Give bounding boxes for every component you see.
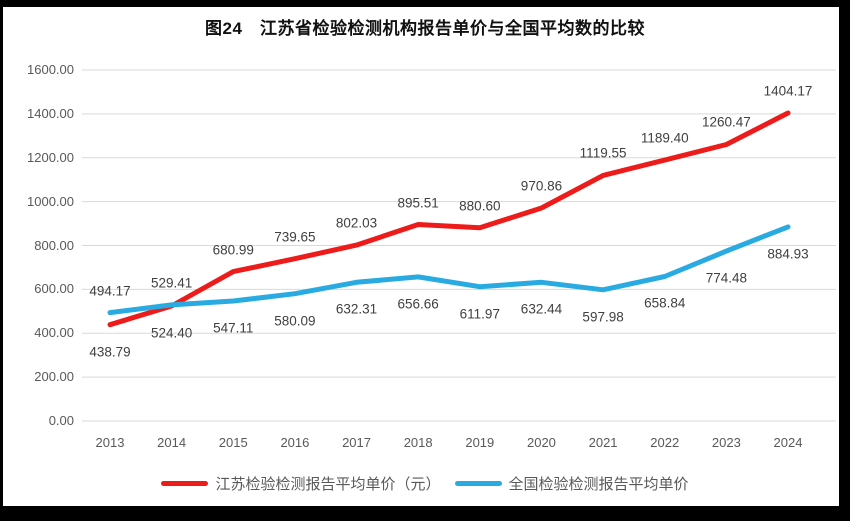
data-label: 802.03 (335, 215, 378, 231)
legend-swatch-jiangsu (161, 480, 209, 486)
y-axis-tick-label: 1400.00 (27, 105, 74, 121)
data-label: 597.98 (582, 309, 624, 325)
data-label: 774.48 (705, 270, 748, 286)
data-label: 656.66 (397, 296, 439, 312)
legend-item-jiangsu: 江苏检验检测报告平均单价（元） (161, 473, 441, 494)
data-label: 1119.55 (579, 145, 627, 161)
data-label: 880.60 (459, 198, 501, 214)
screen-border-left (0, 0, 3, 521)
data-label: 884.93 (767, 246, 809, 262)
x-axis-tick-label: 2022 (650, 435, 680, 450)
legend-item-national: 全国检验检测报告平均单价 (454, 473, 689, 494)
x-axis-tick-label: 2013 (95, 435, 125, 450)
y-axis-tick-label: 400.00 (34, 325, 74, 341)
y-axis-tick-label: 200.00 (34, 369, 74, 385)
series-line-jiangsu (107, 110, 791, 328)
data-label: 547.11 (213, 320, 254, 336)
y-axis-tick-label: 1000.00 (27, 193, 74, 209)
data-label: 1189.40 (640, 130, 689, 146)
y-axis-tick-label: 800.00 (34, 237, 74, 253)
x-axis-tick-label: 2016 (280, 435, 310, 450)
data-label: 438.79 (89, 344, 131, 360)
data-label: 529.41 (150, 275, 193, 291)
data-label: 680.99 (212, 242, 254, 258)
x-axis-tick-label: 2018 (403, 435, 433, 450)
data-label: 1260.47 (701, 114, 751, 130)
y-axis-tick-label: 0.00 (48, 413, 74, 428)
x-axis-tick-label: 2015 (218, 435, 248, 450)
y-axis-tick-label: 1600.00 (27, 62, 74, 77)
y-axis-tick-label: 1200.00 (27, 149, 74, 165)
x-axis-tick-label: 2014 (157, 435, 187, 450)
legend: 江苏检验检测报告平均单价（元） 全国检验检测报告平均单价 (0, 471, 850, 495)
x-axis-tick-label: 2019 (465, 435, 495, 450)
x-axis-tick-label: 2020 (526, 435, 556, 450)
y-axis-tick-label: 600.00 (34, 281, 74, 297)
data-label: 632.44 (520, 301, 563, 317)
screen-border-top (0, 0, 850, 7)
legend-label-jiangsu: 江苏检验检测报告平均单价（元） (215, 475, 441, 493)
data-label: 1404.17 (763, 83, 813, 99)
x-axis-tick-label: 2017 (342, 435, 371, 450)
series-line-national (107, 224, 791, 316)
chart-title: 图24 江苏省检验检测机构报告单价与全国平均数的比较 (205, 19, 645, 38)
data-label: 632.31 (335, 301, 378, 317)
x-axis-tick-label: 2023 (711, 435, 741, 450)
legend-label-national: 全国检验检测报告平均单价 (508, 475, 689, 493)
legend-swatch-national (454, 480, 502, 486)
x-axis-tick-label: 2024 (773, 435, 803, 450)
data-label: 611.97 (459, 306, 500, 322)
x-axis-tick-label: 2021 (588, 435, 618, 450)
screen-border-bottom (0, 506, 850, 521)
data-label: 494.17 (89, 283, 131, 299)
screen-border-right (839, 0, 850, 521)
data-label: 895.51 (397, 195, 439, 211)
data-label: 970.86 (520, 178, 563, 194)
data-label: 524.40 (150, 325, 193, 341)
data-label: 580.09 (274, 313, 316, 329)
data-label: 658.84 (644, 295, 686, 311)
data-label: 739.65 (274, 229, 316, 245)
